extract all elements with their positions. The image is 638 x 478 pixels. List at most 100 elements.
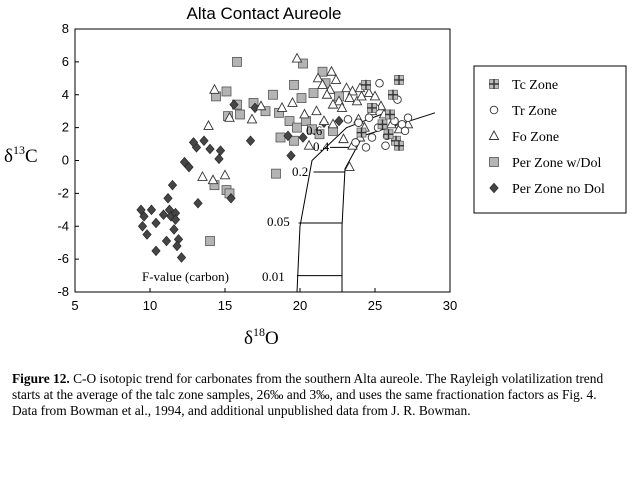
x-tick-label: 10 (143, 298, 157, 313)
point-tc-zone (394, 74, 404, 85)
y-tick-label: -2 (57, 185, 69, 200)
point-tc-zone (367, 102, 377, 113)
point-per-zone-no-dol (229, 99, 239, 110)
point-tc-zone (385, 109, 395, 120)
point-fo-zone (344, 161, 355, 172)
point-tr-zone (403, 113, 413, 123)
point-fo-zone (327, 118, 339, 129)
point-fo-zone (351, 95, 363, 106)
point-tc-zone (356, 127, 367, 138)
point-per-zone-no-dol (167, 179, 178, 191)
x-tick-label: 5 (71, 298, 78, 313)
point-tc-zone (377, 119, 388, 130)
point-per-zone-no-dol (163, 193, 173, 204)
point-fo-zone (209, 83, 220, 94)
point-per-zone-w-dol (275, 132, 286, 143)
x-tick-label: 30 (443, 298, 457, 313)
point-fo-zone (219, 169, 231, 180)
point-per-zone-w-dol (314, 129, 325, 140)
point-fo-zone (341, 82, 352, 93)
y-tick-label: 2 (62, 120, 69, 135)
x-axis-label: δ18O (244, 325, 279, 349)
point-fo-zone (333, 95, 345, 106)
legend-marker-fo-zone (488, 130, 500, 140)
legend-label-per-dol: Per Zone w/Dol (512, 156, 602, 171)
y-tick-label: -8 (57, 284, 69, 299)
point-per-zone-no-dol (205, 143, 215, 155)
point-tr-zone (367, 133, 377, 142)
y-axis-label: δ13C (4, 143, 38, 167)
point-per-zone-no-dol (151, 245, 161, 257)
y-tick-label: 4 (62, 87, 69, 102)
f-label-0.01: 0.01 (262, 269, 285, 284)
legend-box (473, 65, 627, 214)
legend-label-fo: Fo Zone (512, 130, 559, 145)
point-tr-zone (364, 113, 374, 123)
x-tick-label: 20 (293, 298, 307, 313)
point-tr-zone (375, 78, 384, 88)
point-per-zone-w-dol (232, 56, 242, 67)
caption-label: Figure 12. (12, 371, 70, 386)
point-tc-zone (383, 129, 394, 140)
point-fo-zone (338, 133, 349, 144)
legend: Tc Zone Tr Zone Fo Zone Per Zone w/Dol P… (473, 65, 627, 214)
legend-marker-tr-zone (489, 105, 499, 115)
point-fo-zone (336, 101, 348, 112)
point-per-zone-no-dol (184, 161, 194, 173)
point-fo-zone (321, 88, 333, 99)
point-per-zone-w-dol (307, 124, 317, 135)
point-per-zone-w-dol (268, 89, 278, 100)
point-per-zone-no-dol (188, 137, 199, 148)
point-per-zone-no-dol (137, 220, 148, 232)
point-per-zone-no-dol (158, 209, 169, 220)
point-fo-zone (291, 52, 303, 63)
legend-label-tc: Tc Zone (512, 78, 558, 93)
point-tr-zone (354, 118, 363, 127)
point-tr-zone (400, 126, 410, 136)
point-per-zone-w-dol (205, 236, 215, 246)
chart-title: Alta Contact Aureole (187, 4, 342, 23)
point-tc-zone (361, 79, 371, 90)
point-tc-zone (388, 89, 398, 100)
point-fo-zone (287, 97, 298, 107)
f-label-0.05: 0.05 (267, 214, 290, 229)
point-fo-zone (363, 87, 375, 98)
point-fo-zone (347, 85, 358, 96)
caption-text: C-O isotopic trend for carbonates from t… (12, 371, 604, 418)
point-per-zone-w-dol (221, 86, 232, 97)
f-label-0.2: 0.2 (292, 164, 308, 179)
point-per-zone-no-dol (199, 135, 209, 147)
y-tick-label: 0 (62, 153, 69, 168)
point-per-zone-no-dol (283, 130, 293, 142)
legend-marker-tc-zone (489, 79, 499, 89)
point-fo-zone (303, 139, 315, 150)
point-fo-zone (312, 72, 324, 83)
legend-markers (488, 79, 500, 194)
point-per-zone-w-dol (289, 79, 299, 90)
point-per-zone-no-dol (179, 156, 190, 168)
point-fo-zone (224, 111, 235, 122)
point-fo-zone (344, 92, 355, 102)
point-per-zone-no-dol (286, 150, 296, 161)
point-per-zone-no-dol (161, 235, 172, 247)
point-per-zone-no-dol (334, 115, 344, 127)
point-per-zone-no-dol (193, 197, 203, 209)
point-per-zone-no-dol (172, 240, 182, 252)
point-per-zone-no-dol (170, 214, 181, 225)
point-fo-zone (197, 170, 208, 181)
x-tick-label: 15 (218, 298, 232, 313)
chart: Alta Contact Aureole 5 10 15 20 25 3086420-2-… (4, 4, 627, 349)
point-tr-zone (381, 141, 390, 150)
point-fo-zone (356, 90, 367, 101)
point-per-zone-no-dol (139, 211, 149, 222)
point-per-zone-no-dol (142, 229, 152, 240)
point-per-zone-w-dol (298, 58, 308, 69)
x-tick-label: 25 (368, 298, 382, 313)
y-tick-label: 8 (62, 21, 69, 36)
point-per-zone-no-dol (226, 193, 236, 204)
data-marks (136, 52, 414, 263)
legend-marker-per-zone-no-dol (489, 182, 499, 194)
point-fo-zone (246, 113, 258, 124)
point-tr-zone (361, 143, 371, 152)
